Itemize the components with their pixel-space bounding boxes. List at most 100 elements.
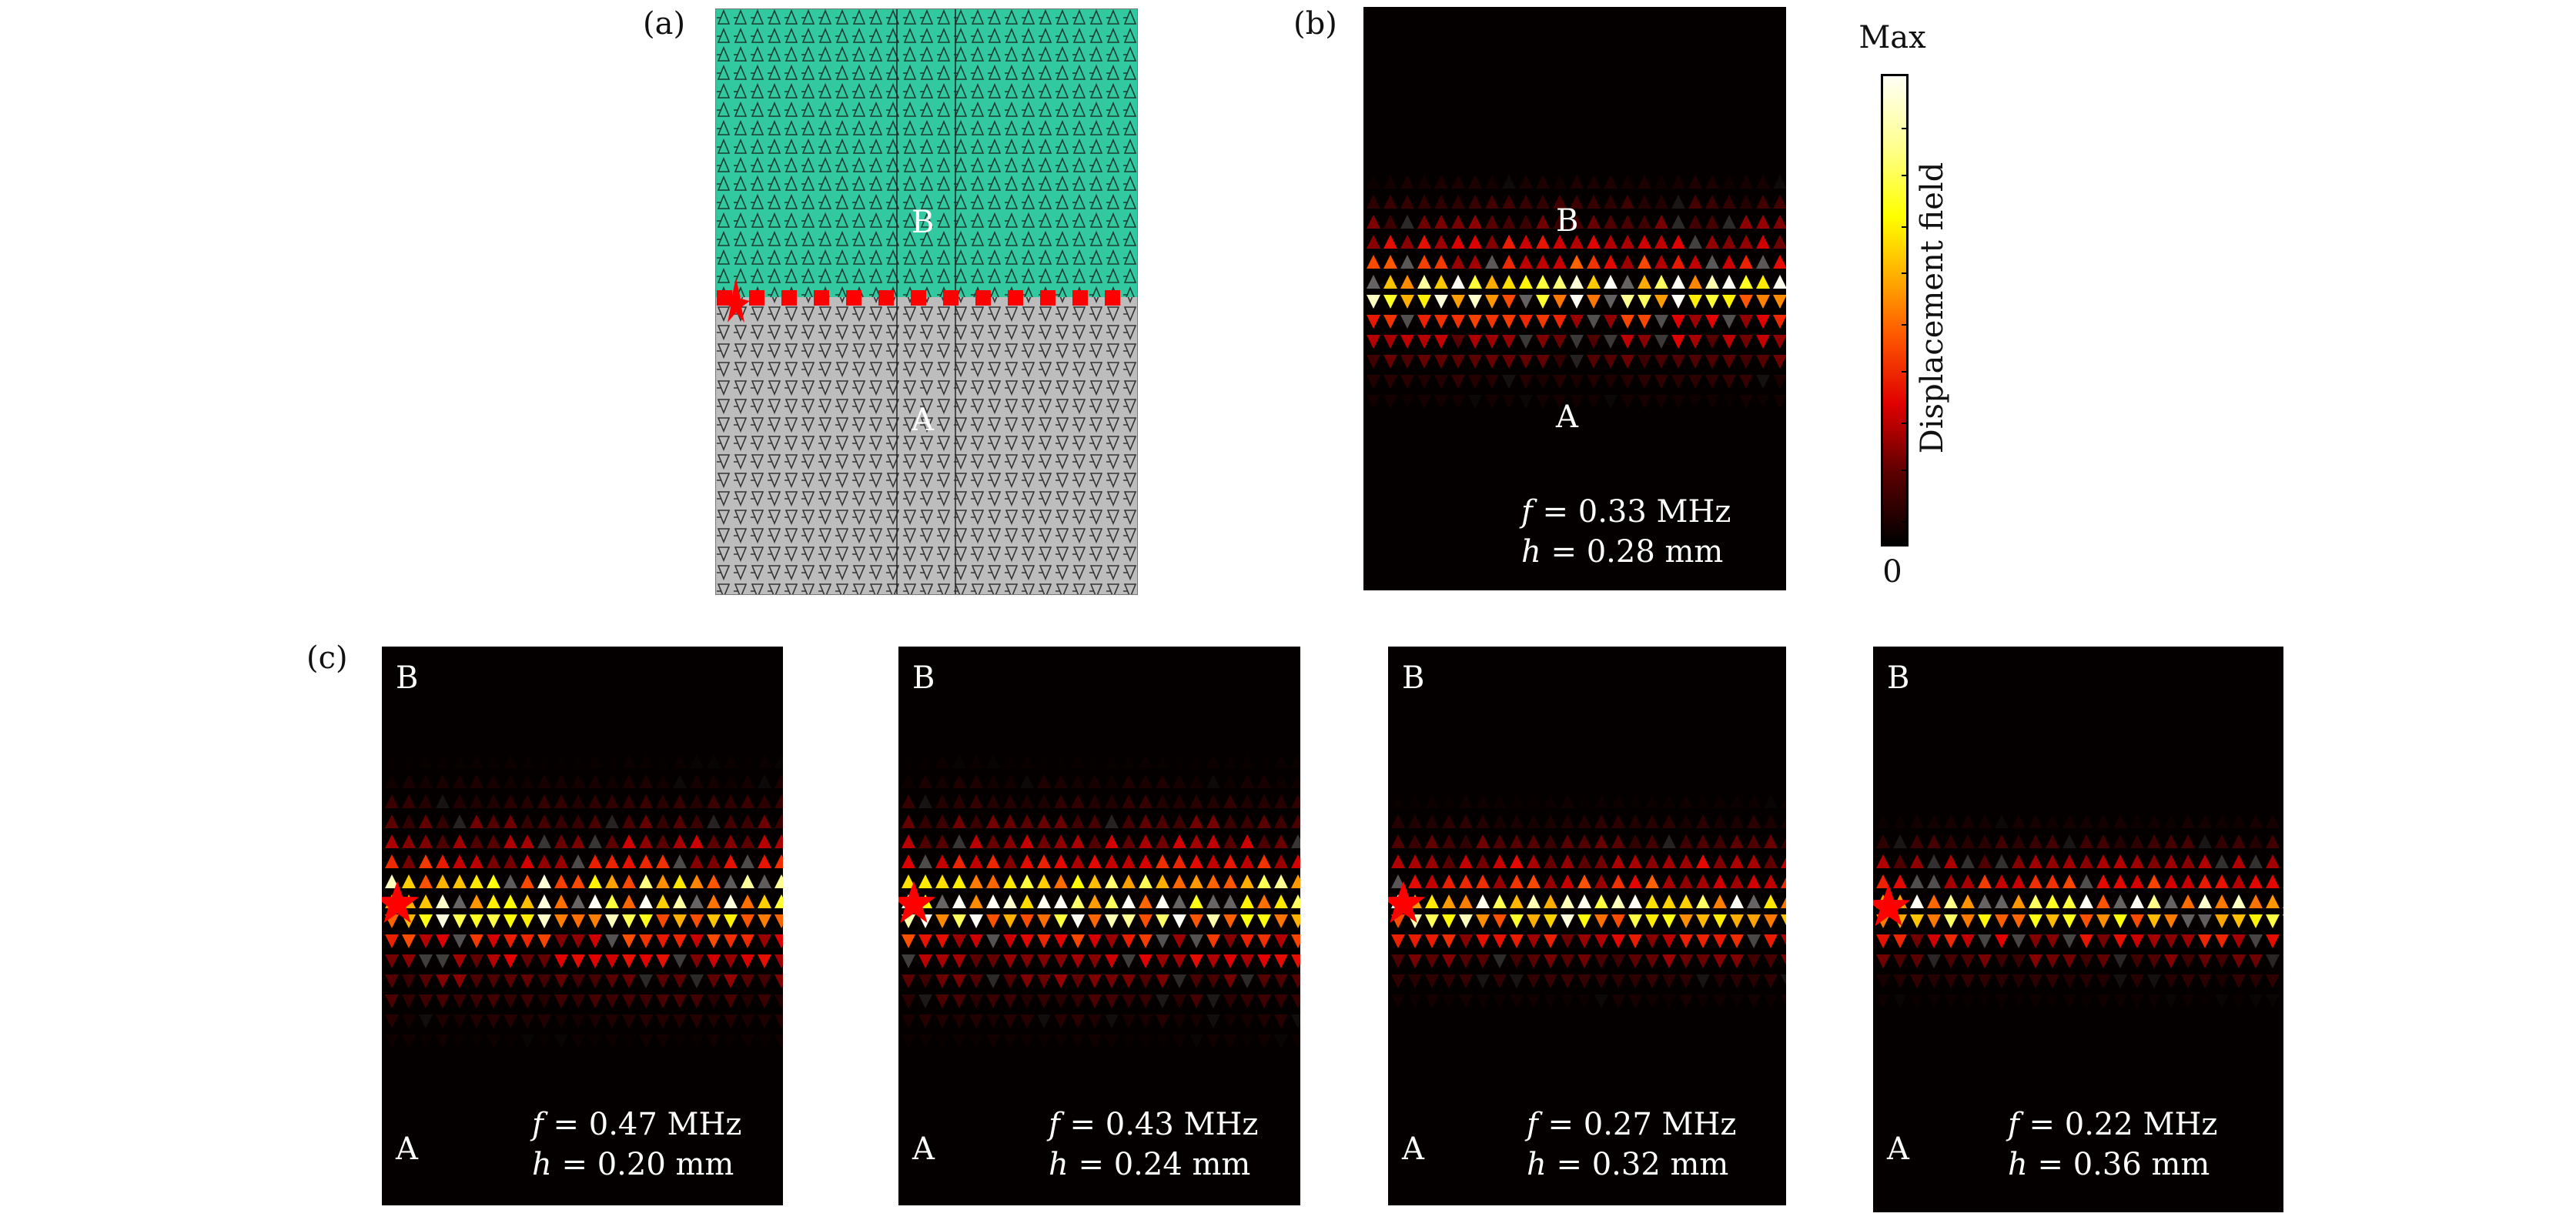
field-element [918,934,932,948]
field-element [2029,934,2042,948]
field-element [1781,817,1786,828]
field-element [1451,235,1465,249]
field-element [385,794,399,808]
field-element [1638,235,1651,249]
field-element [902,794,915,808]
field-element [2012,974,2026,988]
field-element [554,834,568,848]
field-element [1367,315,1380,329]
field-element [1756,195,1770,209]
field-element [741,1034,754,1048]
field-element [1037,774,1051,788]
field-element [1476,974,1490,988]
field-element [453,834,467,848]
field-element [935,914,949,928]
field-element [1105,814,1119,828]
field-element [1910,834,1924,848]
field-element [1510,854,1524,868]
field-element [1493,994,1507,1008]
field-element [487,874,500,888]
field-element [520,914,534,928]
height-symbol: h [532,1147,552,1182]
field-element [1383,195,1397,209]
field-element [1257,834,1271,848]
parameter-annotation: f = 0.27 MHz h = 0.32 mm [1527,1105,1736,1185]
field-element [1679,954,1693,968]
field-element [1054,934,1068,948]
field-element [1054,994,1068,1008]
field-element [1621,255,1634,269]
field-element [1502,235,1516,249]
field-element [1662,974,1676,988]
field-element [1671,375,1685,389]
field-element [487,814,500,828]
field-element [1978,874,1992,888]
field-element [2096,934,2110,948]
field-element [537,954,551,968]
field-element [1519,175,1533,189]
field-element [419,1034,433,1048]
field-element [1621,315,1634,329]
field-element [707,834,721,848]
field-element [724,814,738,828]
field-element [1536,375,1550,389]
field-element [2079,974,2093,988]
field-element [1383,175,1397,189]
field-element [952,914,966,928]
field-element [1173,914,1186,928]
field-element [2232,854,2246,868]
displacement-field-map [1388,647,1786,1205]
field-element [453,814,467,828]
field-element [436,834,450,848]
field-element [1417,255,1431,269]
field-element [1527,994,1541,1008]
field-element [487,1014,500,1028]
field-element [1553,275,1567,289]
field-element [1240,894,1254,908]
field-element [2130,854,2144,868]
field-element [1071,754,1085,768]
field-element [1476,954,1490,968]
field-element [2113,954,2127,968]
field-element [1773,295,1786,309]
field-element [1688,195,1702,209]
field-element [1730,974,1744,988]
field-element [1502,275,1516,289]
field-element [1274,1014,1288,1028]
field-element [1206,854,1220,868]
field-element [2198,934,2212,948]
parameter-annotation: f = 0.22 MHz h = 0.36 mm [2008,1105,2217,1185]
field-element [1417,235,1431,249]
field-element [622,834,636,848]
field-element [1139,874,1153,888]
field-element [1425,934,1439,948]
field-element [1611,834,1625,848]
field-element [2046,834,2059,848]
interface-marker [781,290,797,306]
field-element [2113,814,2127,828]
field-element [1577,994,1591,1008]
field-element [2147,954,2161,968]
field-element [1468,275,1482,289]
field-element [2249,894,2263,908]
field-element [724,774,738,788]
field-element [1003,974,1017,988]
field-element [1451,355,1465,369]
field-element [1604,275,1618,289]
field-element [419,874,433,888]
field-element [605,854,619,868]
displacement-field-map [1873,647,2283,1212]
field-element [1417,375,1431,389]
field-element [1037,874,1051,888]
field-element [1240,1014,1254,1028]
field-element [1561,834,1574,848]
field-element [605,934,619,948]
field-element [588,854,602,868]
field-element [1088,834,1102,848]
field-element [690,1014,704,1028]
field-element [1291,894,1300,908]
field-element [1442,894,1456,908]
field-element [1493,814,1507,828]
field-element [1434,175,1448,189]
field-element [503,874,517,888]
